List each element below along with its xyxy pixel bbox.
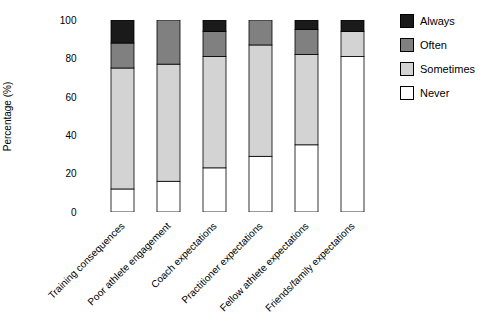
html-text:Always: Always	[420, 15, 455, 27]
svg-text:20: 20	[65, 168, 77, 179]
svg-text:Coach expectations: Coach expectations	[148, 220, 219, 291]
html-text:Never: Never	[420, 87, 450, 99]
svg-text:Poor athlete engagement: Poor athlete engagement	[85, 220, 172, 307]
html-text:Sometimes: Sometimes	[420, 63, 475, 75]
svg-text:Percentage (%): Percentage (%)	[2, 82, 13, 151]
svg-text:80: 80	[65, 53, 77, 64]
svg-text:Fellow athlete expectations: Fellow athlete expectations	[218, 220, 311, 313]
svg-text:60: 60	[65, 92, 77, 103]
svg-text:Training consequences: Training consequences	[46, 220, 127, 301]
svg-text:100: 100	[60, 15, 77, 26]
html-text:Often: Often	[420, 39, 447, 51]
svg-text:0: 0	[71, 207, 77, 218]
svg-text:40: 40	[65, 130, 77, 141]
svg-text:Friends/family expectations: Friends/family expectations	[263, 220, 356, 313]
svg-text:Practitioner expectations: Practitioner expectations	[179, 220, 264, 305]
